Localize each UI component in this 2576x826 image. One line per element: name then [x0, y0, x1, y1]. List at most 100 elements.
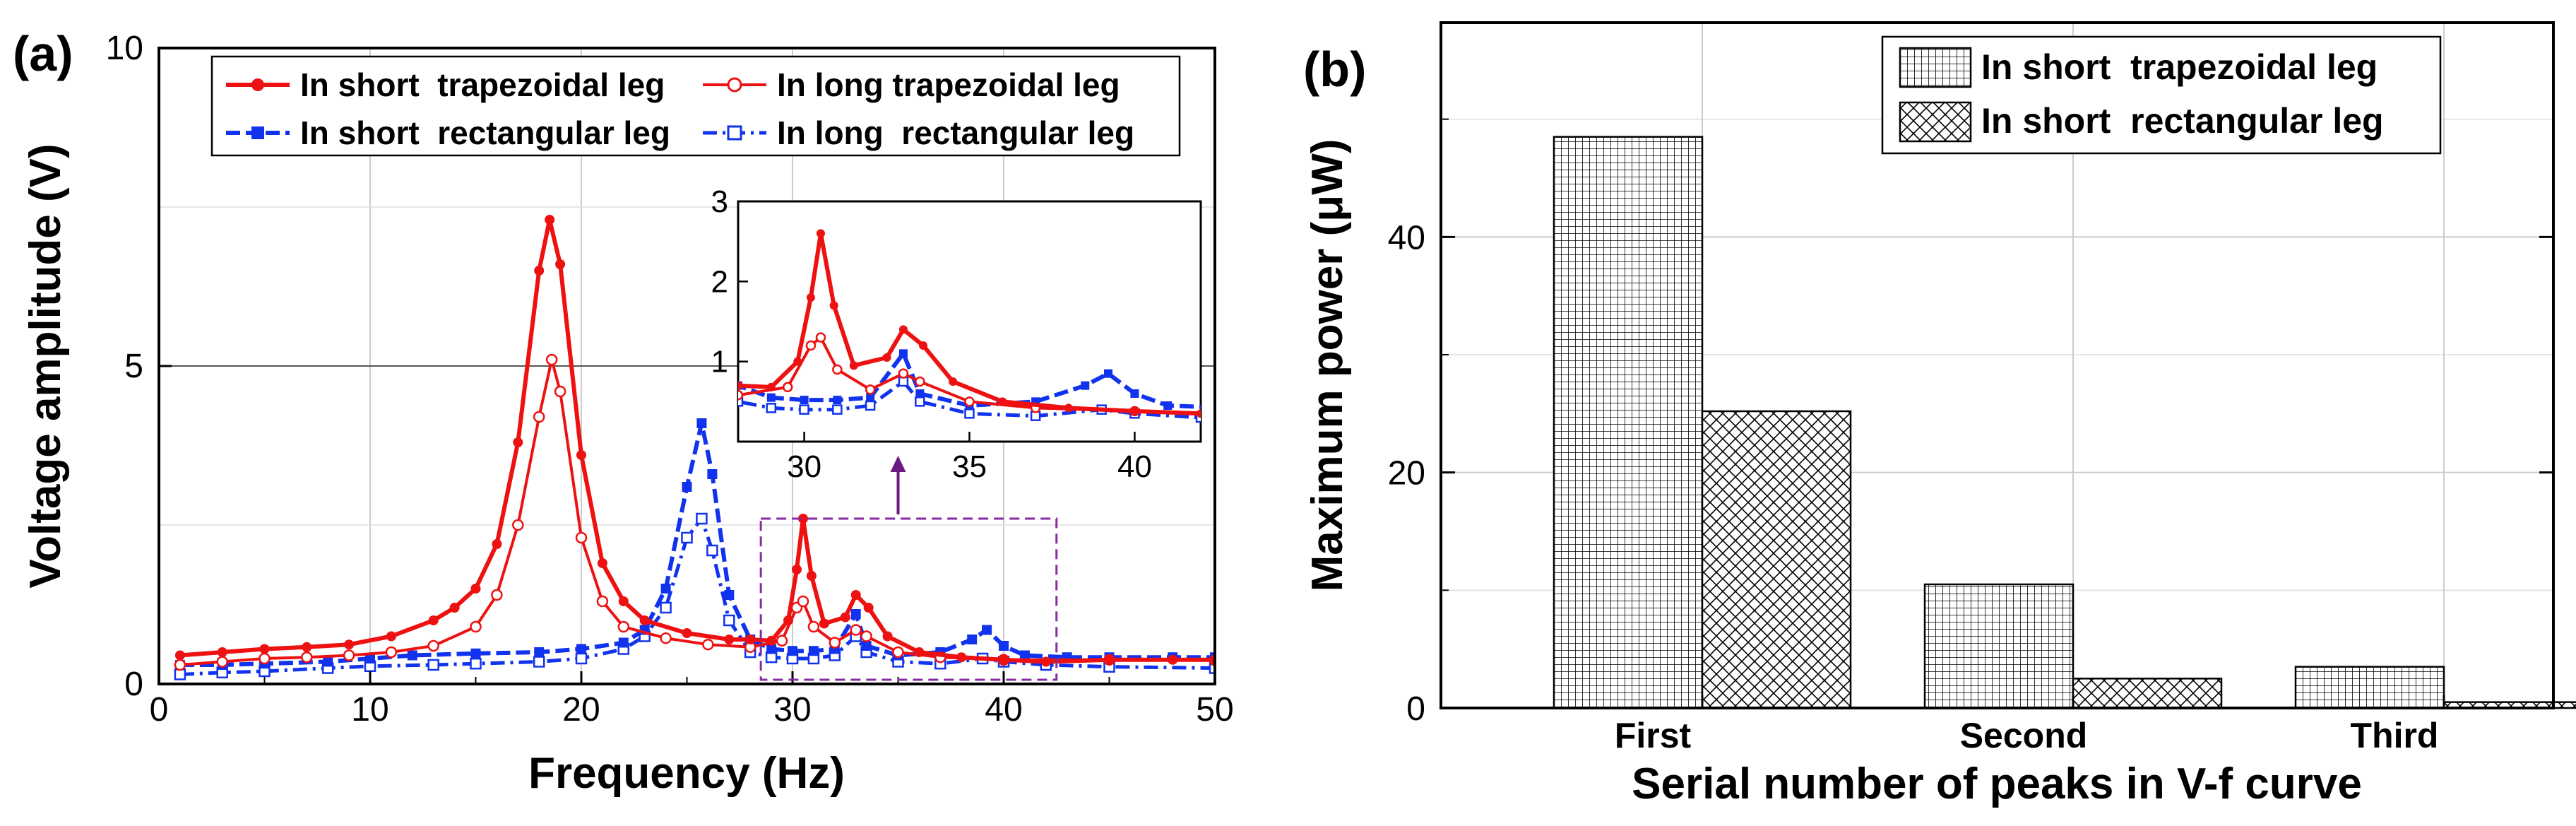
- data-point: [576, 644, 586, 654]
- data-point: [534, 266, 545, 276]
- data-point: [217, 647, 227, 657]
- data-point: [806, 571, 817, 581]
- data-point: [800, 396, 809, 405]
- data-point: [745, 635, 756, 644]
- data-point: [860, 630, 872, 642]
- legend-item-short-trapezoidal: In short trapezoidal leg: [226, 66, 665, 103]
- y-tick-label: 40: [1388, 219, 1425, 256]
- data-point: [793, 357, 802, 366]
- data-point: [1064, 403, 1073, 413]
- series-line: [179, 517, 1215, 676]
- data-point: [617, 620, 630, 633]
- data-point: [776, 635, 788, 647]
- legend-item-short-trapezoidal: In short trapezoidal leg: [1899, 47, 2378, 88]
- data-point: [782, 382, 793, 393]
- x-tick-label: 10: [351, 691, 388, 728]
- inset-x-tick-label: 30: [787, 449, 821, 484]
- data-point: [428, 615, 439, 625]
- y-tick-label: 10: [106, 30, 143, 67]
- data-point: [259, 652, 271, 665]
- data-point: [766, 393, 776, 402]
- data-point: [1209, 662, 1215, 674]
- panel-a-series: [174, 215, 1215, 680]
- data-point: [545, 215, 555, 225]
- data-point: [427, 639, 439, 652]
- legend-item-long-rectangular: In long rectangular leg: [703, 114, 1134, 151]
- data-point: [982, 625, 992, 635]
- data-point: [534, 647, 545, 657]
- data-point: [701, 382, 709, 390]
- data-point: [1163, 401, 1173, 410]
- data-point: [915, 376, 925, 387]
- data-point: [738, 396, 744, 407]
- legend-label: In short trapezoidal leg: [300, 66, 665, 103]
- y-tick-label: 20: [1388, 455, 1425, 492]
- data-point: [738, 390, 744, 401]
- bar: [1553, 136, 1704, 709]
- data-point: [849, 361, 858, 370]
- data-point: [840, 612, 850, 623]
- data-point: [470, 657, 482, 670]
- data-point: [799, 404, 809, 415]
- x-tick-label: 0: [150, 691, 169, 728]
- data-point: [344, 639, 355, 650]
- y-tick-label: 5: [124, 348, 143, 385]
- data-point: [882, 631, 893, 642]
- data-point: [915, 396, 925, 407]
- data-point: [449, 603, 460, 613]
- inset-chart: 30 35 40 1 2 3: [701, 184, 1238, 484]
- panel-a-label: (a): [13, 26, 73, 81]
- panel-b-frame: [1440, 21, 2555, 709]
- data-point: [575, 531, 588, 544]
- data-point: [724, 590, 735, 600]
- data-point: [1195, 412, 1201, 423]
- data-point: [343, 649, 355, 661]
- data-point: [470, 620, 482, 633]
- zoom-arrow-head: [890, 456, 906, 472]
- data-point: [949, 377, 958, 386]
- data-point: [682, 628, 692, 638]
- data-point: [216, 656, 228, 668]
- data-point: [512, 519, 524, 531]
- inset-x-tick-label: 35: [952, 449, 987, 484]
- data-point: [174, 650, 185, 661]
- bar: [1923, 583, 2075, 709]
- data-point: [1130, 406, 1139, 415]
- data-point: [576, 450, 586, 460]
- data-point: [701, 325, 709, 334]
- data-point: [819, 618, 829, 629]
- data-point: [724, 635, 735, 644]
- data-point: [1040, 656, 1051, 667]
- legend-item-short-rectangular: In short rectangular leg: [226, 114, 670, 151]
- data-point: [554, 385, 566, 398]
- data-point: [783, 615, 794, 625]
- legend-swatch-crosshatch: [1899, 101, 1972, 143]
- data-point: [832, 404, 843, 415]
- panel-b-bar-chart: (b) 0 20 40 First Second Third Serial number …: [1303, 21, 2576, 808]
- data-point: [555, 259, 566, 269]
- panel-a-line-chart: (a) 0 10 20 30 40 50 0 5 10 Frequency (Hz) Volta…: [13, 26, 1238, 798]
- panel-a-legend-box: [210, 55, 1181, 157]
- legend-label: In short trapezoidal leg: [1981, 47, 2378, 87]
- data-point: [174, 668, 186, 680]
- data-point: [1230, 403, 1238, 412]
- data-point: [964, 408, 975, 419]
- data-point: [806, 293, 815, 302]
- panel-b-legend: In short trapezoidal leg In short rectan…: [1881, 35, 2442, 155]
- series-line: [179, 421, 1215, 667]
- panel-b-xlabel: Serial number of peaks in V-f curve: [1632, 760, 2362, 808]
- data-point: [696, 418, 707, 428]
- data-point: [808, 646, 819, 656]
- data-point: [898, 368, 909, 379]
- data-point: [807, 620, 820, 633]
- x-tick-label: 50: [1196, 691, 1233, 728]
- data-point: [766, 403, 777, 413]
- data-point: [533, 411, 545, 423]
- data-point: [1081, 381, 1090, 390]
- data-point: [1019, 650, 1030, 661]
- data-point: [1168, 654, 1178, 665]
- panel-a-ticks: 0 10 20 30 40 50 0 5 10: [106, 30, 1234, 728]
- data-point: [850, 609, 861, 619]
- inset-y-tick-label: 1: [711, 345, 728, 379]
